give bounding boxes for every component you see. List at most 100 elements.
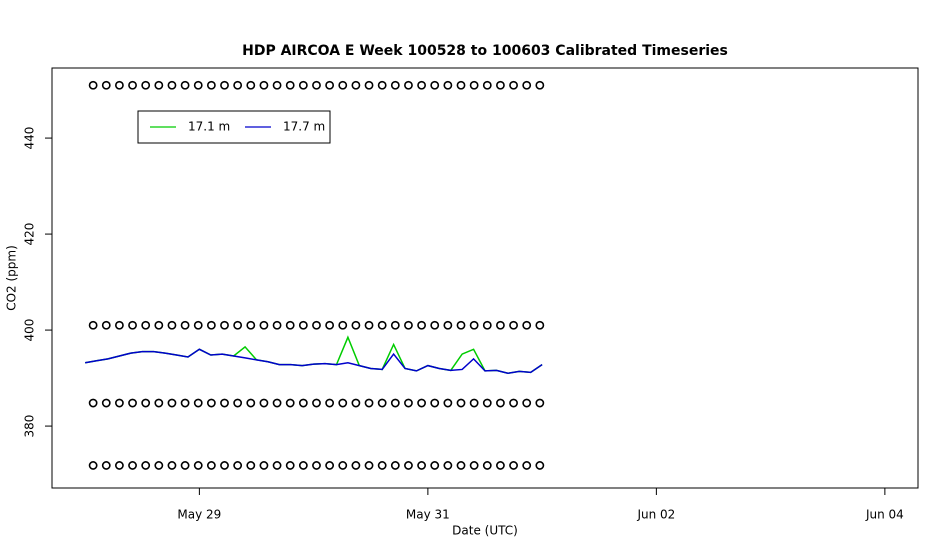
reference-point bbox=[206, 398, 216, 408]
reference-point bbox=[259, 398, 269, 408]
reference-point bbox=[298, 398, 308, 408]
reference-point bbox=[535, 80, 545, 90]
reference-point bbox=[496, 398, 505, 408]
x-tick-label: May 29 bbox=[177, 508, 221, 522]
reference-point bbox=[88, 461, 98, 470]
reference-point bbox=[88, 398, 98, 408]
reference-point bbox=[233, 461, 243, 470]
reference-point bbox=[390, 80, 400, 90]
reference-point bbox=[193, 320, 203, 330]
reference-point bbox=[469, 320, 479, 330]
series-line bbox=[85, 348, 543, 375]
reference-point bbox=[404, 398, 413, 408]
reference-point bbox=[443, 398, 453, 408]
reference-point bbox=[246, 320, 256, 330]
reference-point bbox=[285, 398, 295, 408]
reference-point bbox=[167, 461, 177, 470]
series-line bbox=[85, 335, 543, 375]
reference-point bbox=[272, 398, 282, 408]
reference-point bbox=[180, 320, 190, 330]
reference-point bbox=[167, 320, 177, 330]
reference-point bbox=[325, 320, 335, 330]
reference-point bbox=[509, 320, 518, 330]
reference-point bbox=[351, 398, 361, 408]
reference-point bbox=[101, 80, 111, 90]
reference-point bbox=[154, 398, 164, 408]
reference-point bbox=[141, 320, 151, 330]
reference-point bbox=[509, 398, 518, 408]
reference-point bbox=[115, 398, 124, 408]
reference-point bbox=[167, 80, 177, 90]
reference-point bbox=[220, 398, 229, 408]
reference-point bbox=[272, 461, 282, 470]
y-axis-label: CO2 (ppm) bbox=[5, 245, 19, 311]
reference-point bbox=[496, 461, 505, 470]
reference-point bbox=[154, 320, 164, 330]
reference-point bbox=[233, 320, 243, 330]
chart-title: HDP AIRCOA E Week 100528 to 100603 Calib… bbox=[242, 43, 728, 59]
reference-point bbox=[443, 80, 453, 90]
reference-point bbox=[167, 398, 177, 408]
reference-point bbox=[193, 80, 203, 90]
reference-point bbox=[443, 320, 453, 330]
reference-point bbox=[430, 320, 440, 330]
x-tick-label: May 31 bbox=[406, 508, 450, 522]
reference-point bbox=[220, 320, 229, 330]
reference-point bbox=[338, 398, 348, 408]
reference-point bbox=[456, 320, 466, 330]
reference-point bbox=[430, 398, 440, 408]
reference-point bbox=[364, 461, 374, 470]
reference-point bbox=[246, 80, 256, 90]
plot-frame bbox=[51, 67, 919, 489]
reference-point bbox=[101, 398, 111, 408]
reference-point bbox=[351, 320, 361, 330]
reference-point bbox=[509, 80, 518, 90]
reference-point bbox=[285, 80, 295, 90]
reference-point bbox=[496, 80, 505, 90]
reference-point bbox=[312, 461, 321, 470]
reference-point bbox=[298, 80, 308, 90]
reference-point bbox=[312, 80, 321, 90]
reference-point bbox=[417, 461, 426, 470]
reference-point bbox=[522, 398, 532, 408]
reference-point bbox=[246, 461, 256, 470]
reference-point bbox=[338, 80, 348, 90]
reference-point bbox=[180, 80, 190, 90]
reference-point bbox=[377, 461, 387, 470]
reference-point bbox=[325, 461, 335, 470]
reference-point bbox=[482, 320, 492, 330]
reference-point bbox=[206, 461, 216, 470]
reference-point bbox=[115, 461, 124, 470]
reference-point bbox=[272, 80, 282, 90]
reference-point bbox=[259, 80, 269, 90]
reference-point bbox=[233, 80, 243, 90]
reference-point bbox=[417, 398, 426, 408]
reference-point bbox=[456, 461, 466, 470]
reference-point bbox=[430, 80, 440, 90]
reference-point bbox=[285, 461, 295, 470]
reference-point bbox=[390, 398, 400, 408]
reference-point bbox=[364, 320, 374, 330]
reference-point bbox=[377, 398, 387, 408]
reference-point bbox=[88, 80, 98, 90]
reference-point bbox=[101, 320, 111, 330]
reference-point bbox=[522, 80, 532, 90]
reference-point bbox=[115, 80, 124, 90]
reference-point bbox=[377, 320, 387, 330]
reference-point bbox=[535, 398, 545, 408]
reference-point bbox=[482, 80, 492, 90]
reference-point bbox=[154, 80, 164, 90]
reference-point bbox=[298, 461, 308, 470]
reference-point bbox=[443, 461, 453, 470]
reference-point bbox=[285, 320, 295, 330]
reference-point bbox=[522, 320, 532, 330]
reference-point bbox=[101, 461, 111, 470]
reference-point bbox=[259, 320, 269, 330]
x-tick-label: Jun 04 bbox=[865, 508, 904, 522]
reference-point bbox=[404, 461, 413, 470]
reference-point bbox=[390, 461, 400, 470]
reference-point bbox=[535, 320, 545, 330]
reference-point bbox=[246, 398, 256, 408]
reference-point bbox=[351, 80, 361, 90]
reference-point bbox=[469, 80, 479, 90]
